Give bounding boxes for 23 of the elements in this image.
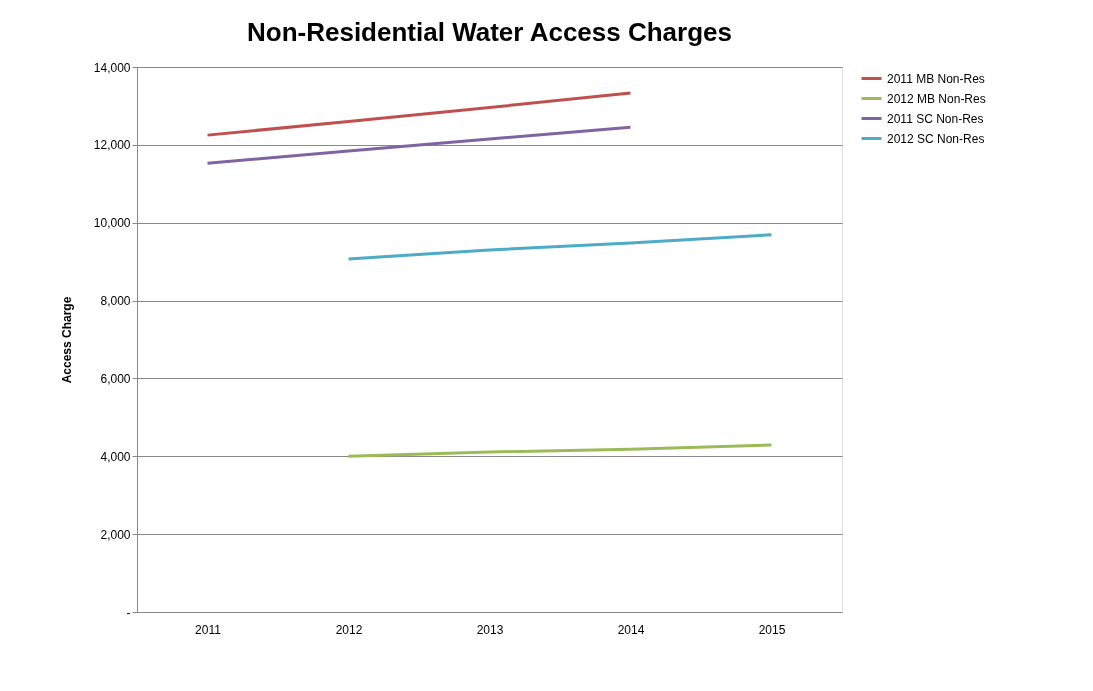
legend-label: 2012 SC Non-Res: [887, 131, 985, 146]
x-tick-label: 2015: [758, 622, 786, 637]
y-tick-label: 8,000: [100, 294, 131, 309]
legend-label: 2012 MB Non-Res: [887, 91, 986, 106]
line-series: [347, 443, 773, 458]
y-tick-label: 4,000: [100, 449, 131, 464]
legend-label: 2011 SC Non-Res: [887, 111, 984, 126]
y-tick-label: 6,000: [100, 371, 131, 386]
legend-label: 2011 MB Non-Res: [887, 71, 985, 86]
line-series: [206, 125, 632, 165]
y-tick-label: 2,000: [100, 527, 131, 542]
y-tick-label: 14,000: [93, 60, 131, 75]
x-tick-label: 2013: [476, 622, 504, 637]
chart-title: Non-Residential Water Access Charges: [247, 17, 732, 47]
y-axis-title: Access Charge: [59, 296, 74, 384]
line-series: [347, 233, 773, 261]
x-tick-label: 2011: [195, 622, 222, 637]
line-series: [206, 91, 632, 137]
y-tick-label: -: [126, 605, 131, 620]
y-tick-label: 12,000: [93, 138, 131, 153]
x-tick-label: 2014: [617, 622, 645, 637]
x-tick-label: 2012: [335, 622, 363, 637]
y-tick-label: 10,000: [93, 216, 131, 231]
